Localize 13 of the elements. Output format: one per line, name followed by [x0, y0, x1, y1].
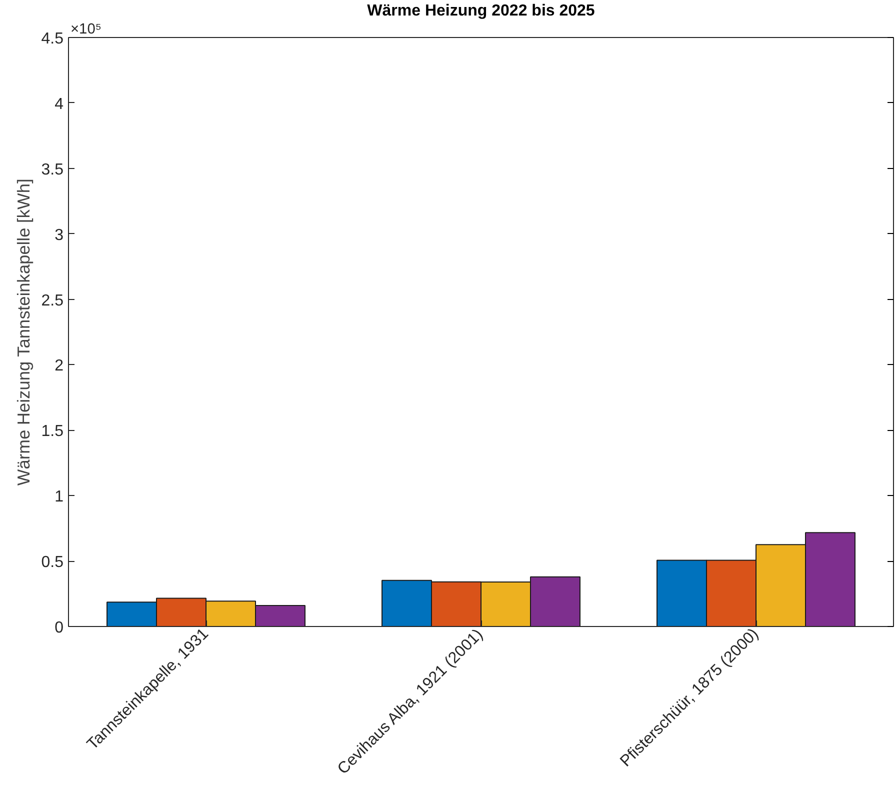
- y-tick-label: 1: [54, 488, 64, 506]
- y-tick-label: 0: [54, 620, 64, 636]
- annotation: ×10⁵: [70, 22, 102, 38]
- y-tick-label: 3.5: [41, 161, 64, 178]
- chart-title: Wärme Heizung 2022 bis 2025: [367, 2, 595, 20]
- y-tick-label: 2.5: [41, 292, 64, 310]
- y-tick-label: 1.5: [41, 423, 64, 440]
- y-tick-label: 4.5: [41, 30, 64, 48]
- y-tick-label: 2: [54, 358, 64, 375]
- y-tick-label: 0.5: [41, 554, 64, 572]
- y-axis-title: Wärme Heizung Tannsteinkapelle [kWh]: [13, 178, 34, 486]
- y-tick-label: 3: [54, 226, 64, 244]
- y-tick-label: 4: [54, 96, 64, 113]
